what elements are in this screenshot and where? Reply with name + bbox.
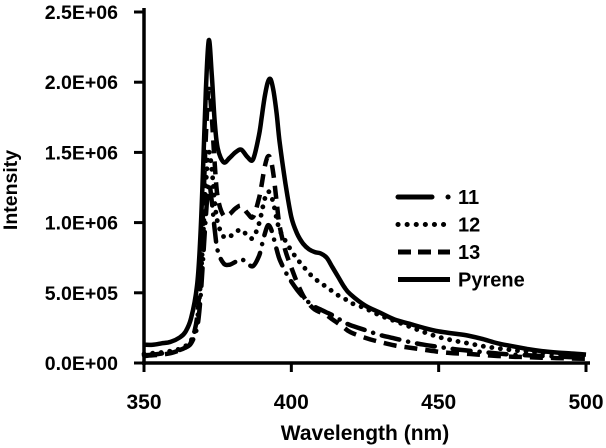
series-line-pyrene	[143, 37, 587, 357]
legend-label-11: 11	[458, 187, 479, 209]
y-tick-label: 1.0E+06	[45, 213, 118, 235]
x-axis-title: Wavelength (nm)	[281, 422, 449, 445]
legend-label-pyrene: Pyrene	[458, 270, 525, 292]
x-tick-label: 500	[568, 391, 603, 414]
x-tick-label: 400	[274, 391, 309, 414]
y-tick-label: 2.5E+06	[45, 2, 118, 24]
y-axis-title: Intensity	[0, 150, 22, 230]
x-tick-label: 450	[421, 391, 456, 414]
y-tick-label: 0.0E+00	[45, 353, 118, 375]
series-line-12	[141, 149, 589, 358]
series-line-11	[141, 180, 589, 360]
y-tick-label: 5.0E+05	[45, 283, 118, 305]
y-tick-label: 1.5E+06	[45, 142, 118, 164]
legend-label-12: 12	[458, 215, 480, 237]
legend-label-13: 13	[458, 242, 480, 264]
y-tick-label: 2.0E+06	[45, 72, 118, 94]
x-tick-label: 350	[126, 391, 161, 414]
series-line-13	[143, 86, 587, 362]
